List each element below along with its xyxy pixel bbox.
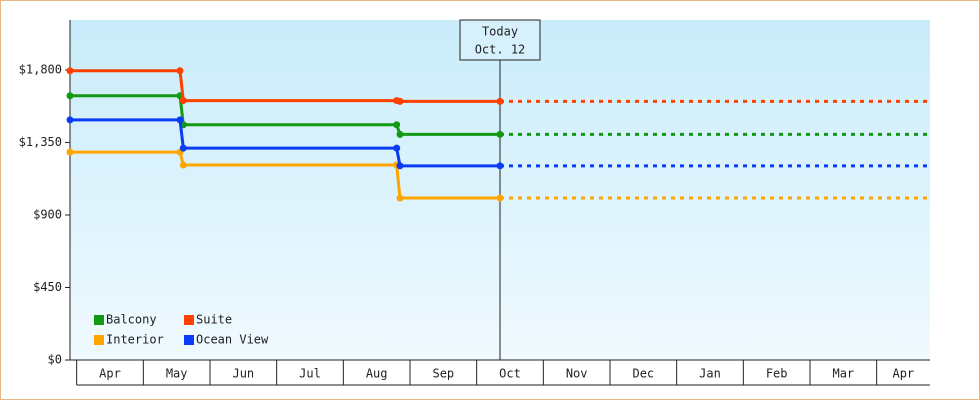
x-tick-label: Sep	[432, 367, 454, 381]
x-tick-label: Nov	[566, 367, 588, 381]
legend-swatch	[94, 315, 104, 325]
point	[396, 194, 404, 202]
point	[396, 130, 404, 138]
point	[179, 161, 187, 169]
point	[179, 144, 187, 152]
point	[396, 162, 404, 170]
x-tick-label: Jul	[299, 367, 321, 381]
x-tick-label: Aug	[366, 367, 388, 381]
y-tick-label: $1,800	[19, 62, 62, 76]
point	[66, 67, 74, 75]
today-box	[459, 19, 541, 61]
legend-swatch	[94, 335, 104, 345]
point	[396, 97, 404, 105]
x-tick-label: Jun	[232, 367, 254, 381]
today-label: Oct. 12	[475, 43, 526, 57]
point	[66, 148, 74, 156]
today-label: Today	[482, 25, 518, 39]
y-tick-label: $0	[48, 353, 62, 367]
legend-swatch	[184, 315, 194, 325]
x-tick-label: Apr	[892, 367, 914, 381]
point	[66, 116, 74, 124]
x-tick-label: Jan	[699, 367, 721, 381]
x-tick-label: Oct	[499, 367, 521, 381]
point	[496, 194, 504, 202]
point	[496, 97, 504, 105]
legend-label: Balcony	[106, 313, 157, 327]
point	[393, 144, 401, 152]
point	[496, 162, 504, 170]
x-tick-label: May	[166, 367, 188, 381]
series-line	[70, 69, 500, 103]
point	[179, 97, 187, 105]
x-tick-label: Apr	[99, 367, 121, 381]
y-tick-label: $1,350	[19, 135, 62, 149]
x-tick-label: Mar	[832, 367, 854, 381]
series-line	[70, 118, 500, 168]
series-line	[70, 150, 500, 200]
point	[393, 121, 401, 129]
point	[496, 130, 504, 138]
y-tick-label: $450	[33, 280, 62, 294]
point	[176, 116, 184, 124]
series-line	[70, 94, 500, 136]
y-tick-label: $900	[33, 207, 62, 221]
legend-swatch	[184, 335, 194, 345]
legend-label: Ocean View	[196, 333, 269, 347]
point	[66, 92, 74, 100]
x-tick-label: Feb	[766, 367, 788, 381]
point	[176, 67, 184, 75]
x-tick-label: Dec	[632, 367, 654, 381]
legend-label: Interior	[106, 333, 164, 347]
legend-label: Suite	[196, 313, 232, 327]
